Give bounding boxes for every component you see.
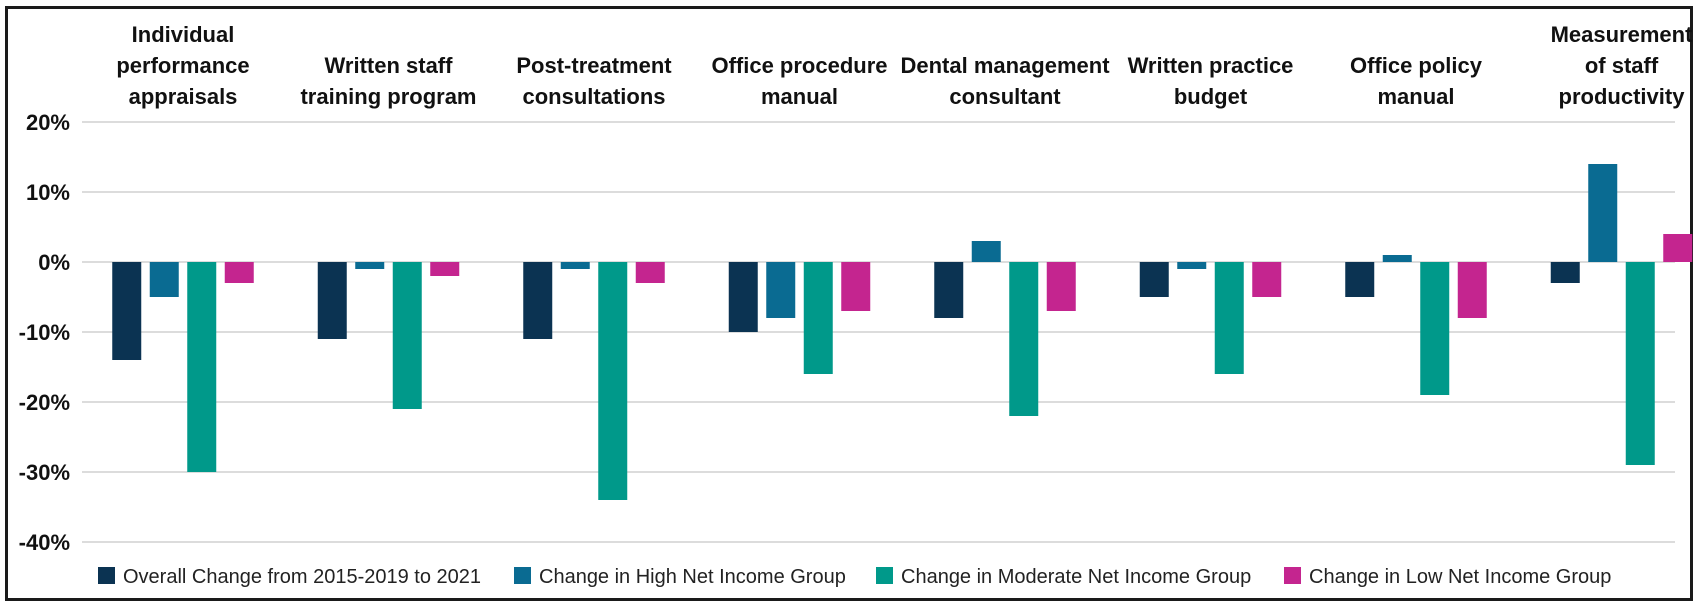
bar xyxy=(187,262,217,472)
bar xyxy=(1177,262,1207,269)
bar xyxy=(112,262,142,360)
category-label-line: of staff xyxy=(1585,53,1659,78)
bar xyxy=(392,262,422,409)
bar xyxy=(971,241,1001,262)
category-label-line: Individual xyxy=(132,22,235,47)
category-label-line: productivity xyxy=(1559,84,1686,109)
y-axis: 20% 10% 0% -10% -20% -30% -40% xyxy=(19,110,70,555)
bar xyxy=(1550,262,1580,283)
category-label: Office procedure manual xyxy=(711,53,887,109)
category-label-line: manual xyxy=(761,84,838,109)
y-tick-label: 0% xyxy=(38,250,70,275)
legend-label: Change in Moderate Net Income Group xyxy=(901,566,1251,588)
category-label: Written staff training program xyxy=(300,53,476,109)
bar xyxy=(1139,262,1169,297)
category-label: Measurement of staff productivity xyxy=(1551,22,1694,109)
bar xyxy=(224,262,254,283)
bar xyxy=(934,262,964,318)
bar xyxy=(149,262,179,297)
category-label-line: Office policy xyxy=(1350,53,1483,78)
bar xyxy=(430,262,460,276)
category-label-line: budget xyxy=(1174,84,1248,109)
category-label-line: consultant xyxy=(949,84,1061,109)
bar xyxy=(1625,262,1655,465)
legend-item: Change in Low Net Income Group xyxy=(1284,566,1611,588)
category-label-line: consultations xyxy=(522,84,665,109)
legend-item: Change in High Net Income Group xyxy=(514,566,846,588)
y-tick-label: 10% xyxy=(26,180,70,205)
bar xyxy=(635,262,665,283)
bar xyxy=(1345,262,1375,297)
y-tick-label: 20% xyxy=(26,110,70,135)
legend: Overall Change from 2015-2019 to 2021 Cha… xyxy=(98,566,1611,588)
category-label-line: Written practice xyxy=(1128,53,1294,78)
category-label-line: training program xyxy=(300,84,476,109)
legend-swatch xyxy=(1284,567,1301,584)
bar xyxy=(1252,262,1282,297)
bar xyxy=(1046,262,1076,311)
legend-item: Change in Moderate Net Income Group xyxy=(876,566,1251,588)
legend-swatch xyxy=(514,567,531,584)
category-label: Post-treatment consultations xyxy=(516,53,672,109)
bar xyxy=(1663,234,1693,262)
legend-swatch xyxy=(876,567,893,584)
y-tick-label: -20% xyxy=(19,390,70,415)
legend-swatch xyxy=(98,567,115,584)
bar xyxy=(1009,262,1039,416)
bar xyxy=(1382,255,1412,262)
bar xyxy=(1420,262,1450,395)
category-label-line: Office procedure xyxy=(711,53,887,78)
bar xyxy=(803,262,833,374)
gridlines xyxy=(82,121,1675,543)
category-label-line: Written staff xyxy=(325,53,454,78)
bar xyxy=(560,262,590,269)
bar xyxy=(598,262,628,500)
bar xyxy=(1457,262,1487,318)
bar xyxy=(728,262,758,332)
bar xyxy=(1588,164,1618,262)
category-label-line: manual xyxy=(1377,84,1454,109)
category-label-line: Dental management xyxy=(900,53,1110,78)
y-tick-label: -10% xyxy=(19,320,70,345)
legend-label: Change in High Net Income Group xyxy=(539,566,846,588)
legend-item: Overall Change from 2015-2019 to 2021 xyxy=(98,566,481,588)
category-label-line: appraisals xyxy=(129,84,238,109)
category-label: Office policy manual xyxy=(1350,53,1483,109)
legend-label: Overall Change from 2015-2019 to 2021 xyxy=(123,566,481,588)
category-label: Dental management consultant xyxy=(900,53,1110,109)
category-label-line: Measurement xyxy=(1551,22,1694,47)
bar xyxy=(841,262,871,311)
bar xyxy=(355,262,385,269)
y-tick-label: -30% xyxy=(19,460,70,485)
legend-label: Change in Low Net Income Group xyxy=(1309,566,1611,588)
category-label-line: Post-treatment xyxy=(516,53,672,78)
bar xyxy=(1214,262,1244,374)
category-labels: Individual performance appraisals Written s… xyxy=(116,22,1693,109)
category-label: Written practice budget xyxy=(1128,53,1294,109)
bars xyxy=(112,164,1693,500)
bar xyxy=(766,262,796,318)
bar xyxy=(317,262,347,339)
bar xyxy=(523,262,553,339)
category-label: Individual performance appraisals xyxy=(116,22,249,109)
y-tick-label: -40% xyxy=(19,530,70,555)
category-label-line: performance xyxy=(116,53,249,78)
